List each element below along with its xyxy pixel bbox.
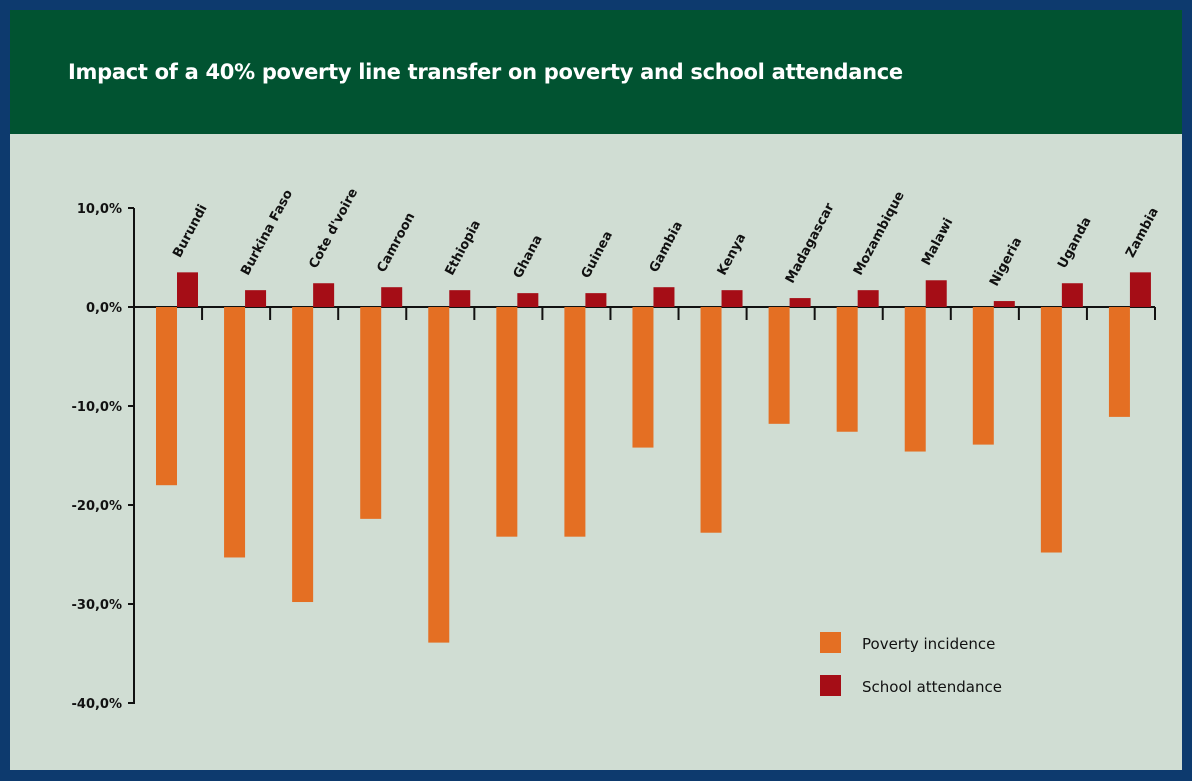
bar-poverty-ethiopia (428, 307, 450, 643)
bar-school-kenya (721, 290, 743, 307)
category-label: Kenya (715, 231, 749, 278)
bar-poverty-madagascar (768, 307, 790, 424)
y-tick-label: -20,0% (72, 499, 123, 514)
category-label: Malawi (919, 216, 956, 268)
category-label: Burundi (170, 202, 210, 260)
chart-title: Impact of a 40% poverty line transfer on… (68, 60, 903, 84)
legend-label: School attendance (862, 678, 1002, 696)
bar-poverty-zambia (1108, 307, 1130, 417)
y-tick-label: -40,0% (72, 697, 123, 712)
bar-poverty-camroon (360, 307, 382, 519)
bar-school-camroon (381, 287, 403, 307)
bar-school-mozambique (857, 290, 879, 307)
title-band: Impact of a 40% poverty line transfer on… (10, 10, 1182, 134)
legend-swatch (820, 675, 841, 696)
legend-swatch (820, 632, 841, 653)
bar-poverty-guinea (564, 307, 586, 537)
y-tick-label: -30,0% (72, 598, 123, 613)
bar-school-nigeria (993, 301, 1015, 307)
bar-chart: 10,0% 0,0% -10,0% -20,0% -30,0% -40,0% Burundi… (72, 186, 1162, 712)
category-label: Camroon (374, 210, 418, 275)
chart-frame: Impact of a 40% poverty line transfer on… (10, 10, 1182, 770)
bar-poverty-kenya (700, 307, 722, 533)
category-label: Burkina Faso (238, 187, 296, 278)
category-label: Gambia (647, 219, 686, 275)
bar-poverty-uganda (1040, 307, 1062, 553)
category-label: Ethiopia (443, 218, 485, 278)
bar-school-guinea (585, 293, 607, 307)
bar-school-burkina-faso (245, 290, 267, 307)
category-label: Cote d'voire (306, 186, 361, 271)
bar-poverty-gambia (632, 307, 654, 448)
bar-poverty-mozambique (836, 307, 858, 432)
bar-poverty-ghana (496, 307, 518, 537)
bar-poverty-burundi (156, 307, 177, 486)
bar-poverty-cote-d-voire (292, 307, 314, 603)
legend-label: Poverty incidence (862, 635, 995, 653)
y-tick-label: 0,0% (86, 301, 122, 316)
category-label: Ghana (511, 233, 546, 281)
y-tick-label: -10,0% (72, 400, 123, 415)
bar-poverty-burkina-faso (224, 307, 246, 558)
bar-poverty-nigeria (972, 307, 994, 445)
category-label: Madagascar (783, 200, 838, 286)
bar-school-madagascar (789, 298, 811, 307)
bar-school-burundi (177, 272, 198, 307)
bar-school-malawi (925, 280, 947, 307)
bar-school-cote-d-voire (313, 283, 335, 307)
category-label: Guinea (579, 229, 616, 281)
bar-school-uganda (1061, 283, 1083, 307)
category-label: Nigeria (987, 235, 1025, 289)
category-label: Mozambique (851, 189, 908, 278)
y-tick-label: 10,0% (77, 202, 122, 217)
bar-school-ethiopia (449, 290, 471, 307)
bar-school-gambia (653, 287, 675, 307)
bar-school-zambia (1129, 272, 1151, 307)
category-label: Zambia (1123, 205, 1162, 260)
bar-school-ghana (517, 293, 539, 307)
category-label: Uganda (1055, 215, 1095, 271)
bar-poverty-malawi (904, 307, 926, 452)
